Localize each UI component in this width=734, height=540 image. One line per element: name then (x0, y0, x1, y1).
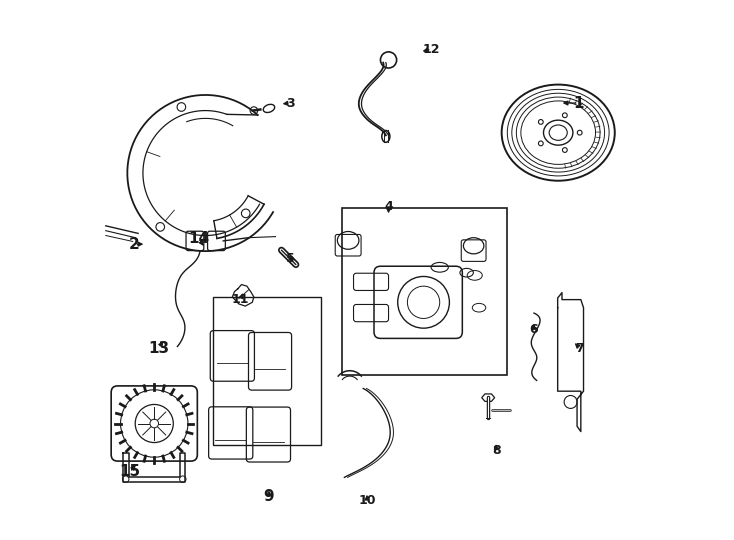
Text: 5: 5 (286, 252, 295, 265)
Text: 14: 14 (189, 231, 209, 246)
Bar (342, 208, 507, 375)
Text: 10: 10 (358, 494, 376, 507)
Text: 3: 3 (286, 97, 295, 110)
Text: 1: 1 (573, 96, 584, 111)
Text: 6: 6 (530, 323, 538, 336)
Text: 11: 11 (232, 293, 249, 306)
Bar (214, 297, 321, 445)
Text: 12: 12 (423, 43, 440, 56)
Text: 4: 4 (384, 200, 393, 213)
Text: 13: 13 (148, 341, 169, 356)
Text: 7: 7 (575, 342, 584, 355)
Text: 15: 15 (120, 464, 141, 480)
Text: 8: 8 (492, 444, 501, 457)
Text: 9: 9 (264, 489, 275, 504)
Text: 2: 2 (129, 237, 139, 252)
